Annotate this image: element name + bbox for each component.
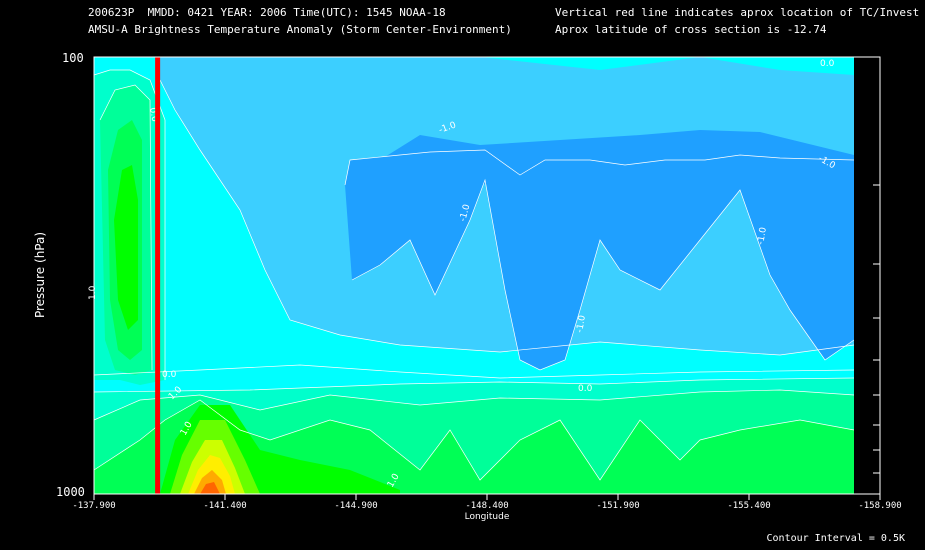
contour-line-zero-b — [93, 377, 855, 393]
header-title-line1: 200623P MMDD: 0421 YEAR: 2006 Time(UTC):… — [88, 6, 446, 19]
x-axis: -137.900 -141.400 -144.900 -148.400 -151.900… — [72, 494, 902, 511]
contour-label-2: -1.0 — [458, 203, 472, 223]
x-tick-label: -155.400 — [727, 501, 770, 511]
x-axis-label: Longitude — [465, 512, 510, 522]
contour-label-7: 0.0 — [578, 384, 593, 394]
contour-line-left — [93, 69, 166, 380]
y-tick-label-1000: 1000 — [56, 485, 85, 499]
plot-right-strip — [854, 57, 861, 494]
x-tick-label: -158.900 — [858, 501, 901, 511]
contour-line-left-2 — [99, 84, 153, 371]
contour-lines — [93, 69, 855, 481]
contour-line-pos10 — [93, 389, 855, 421]
contour-label-3: -1.0 — [575, 314, 588, 333]
contour-line-pos15 — [93, 399, 855, 481]
x-tick-label: -141.400 — [203, 501, 246, 511]
contour-interval-note: Contour Interval = 0.5K — [766, 533, 905, 544]
contour-band-warm5 — [200, 482, 220, 494]
contour-band-neg10 — [345, 150, 854, 370]
plot-area: -1.0 -1.0 -1.0 -1.0 -1.0 0.0 0.0 0.0 1.0… — [88, 57, 861, 494]
contour-line-neg05 — [159, 79, 855, 356]
header-title-line2: AMSU-A Brightness Temperature Anomaly (S… — [88, 23, 512, 36]
x-tick-label: -137.900 — [72, 501, 115, 511]
y-tick-label-100: 100 — [62, 51, 84, 65]
contour-label-8: 0.0 — [162, 370, 177, 380]
contour-label-4: -1.0 — [756, 226, 769, 245]
y-axis — [873, 184, 880, 474]
header-note-line1: Vertical red line indicates aprox locati… — [555, 6, 920, 19]
contour-line-zero-a — [93, 364, 855, 379]
x-tick-label: -151.900 — [596, 501, 639, 511]
contour-label-6: 0.0 — [820, 59, 835, 69]
contour-band-warm4 — [194, 470, 226, 494]
contour-line-neg10 — [344, 149, 855, 186]
contour-line-neg10-lower — [351, 178, 855, 371]
contour-band-left-pos20 — [114, 165, 138, 330]
x-tick-label: -148.400 — [465, 501, 508, 511]
y-axis-label: Pressure (hPa) — [33, 232, 47, 318]
contour-label-13: 1.0 — [88, 285, 98, 300]
header-note-line2: Aprox latitude of cross section is -12.7… — [555, 23, 827, 36]
x-tick-label: -144.900 — [334, 501, 377, 511]
